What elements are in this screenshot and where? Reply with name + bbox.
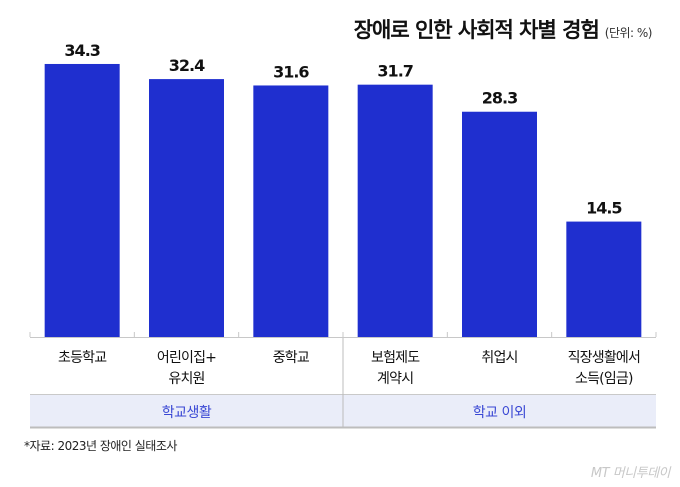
category-label: 취업시 — [481, 350, 517, 366]
title-text: 장애로 인한 사회적 차별 경험 — [353, 18, 600, 42]
bar — [566, 221, 642, 337]
source-note: *자료: 2023년 장애인 실태조사 — [24, 439, 177, 453]
category-label: 중학교 — [273, 350, 310, 366]
category-label: 계약시 — [377, 371, 413, 387]
category-label: 직장생활에서 — [568, 350, 640, 366]
unit-label: (단위: %) — [604, 26, 653, 40]
category-label: 어린이집+ — [157, 350, 216, 366]
bar — [462, 111, 537, 338]
data-label: 32.4 — [169, 56, 205, 75]
data-label: 28.3 — [482, 89, 517, 108]
category-label: 초등학교 — [58, 350, 107, 366]
category-label: 유치원 — [168, 371, 204, 387]
bar — [44, 63, 120, 338]
group-label: 학교생활 — [162, 405, 212, 421]
data-label: 31.7 — [377, 62, 412, 81]
group-label: 학교 이외 — [473, 405, 526, 421]
data-label: 34.3 — [64, 41, 99, 60]
category-label: 소득(임금) — [575, 371, 633, 387]
logo: MT 머니투데이 — [590, 466, 671, 481]
data-label: 14.5 — [586, 199, 622, 218]
category-label: 보험제도 — [371, 350, 420, 366]
bar — [149, 79, 224, 337]
chart-title: 장애로 인한 사회적 차별 경험 (단위: %) — [353, 14, 653, 44]
bar — [253, 85, 329, 338]
data-label: 31.6 — [273, 62, 309, 81]
bar — [357, 84, 433, 337]
